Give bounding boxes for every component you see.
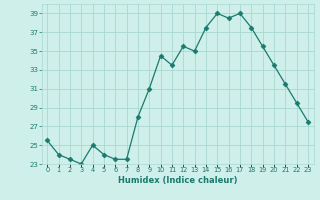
X-axis label: Humidex (Indice chaleur): Humidex (Indice chaleur): [118, 176, 237, 185]
